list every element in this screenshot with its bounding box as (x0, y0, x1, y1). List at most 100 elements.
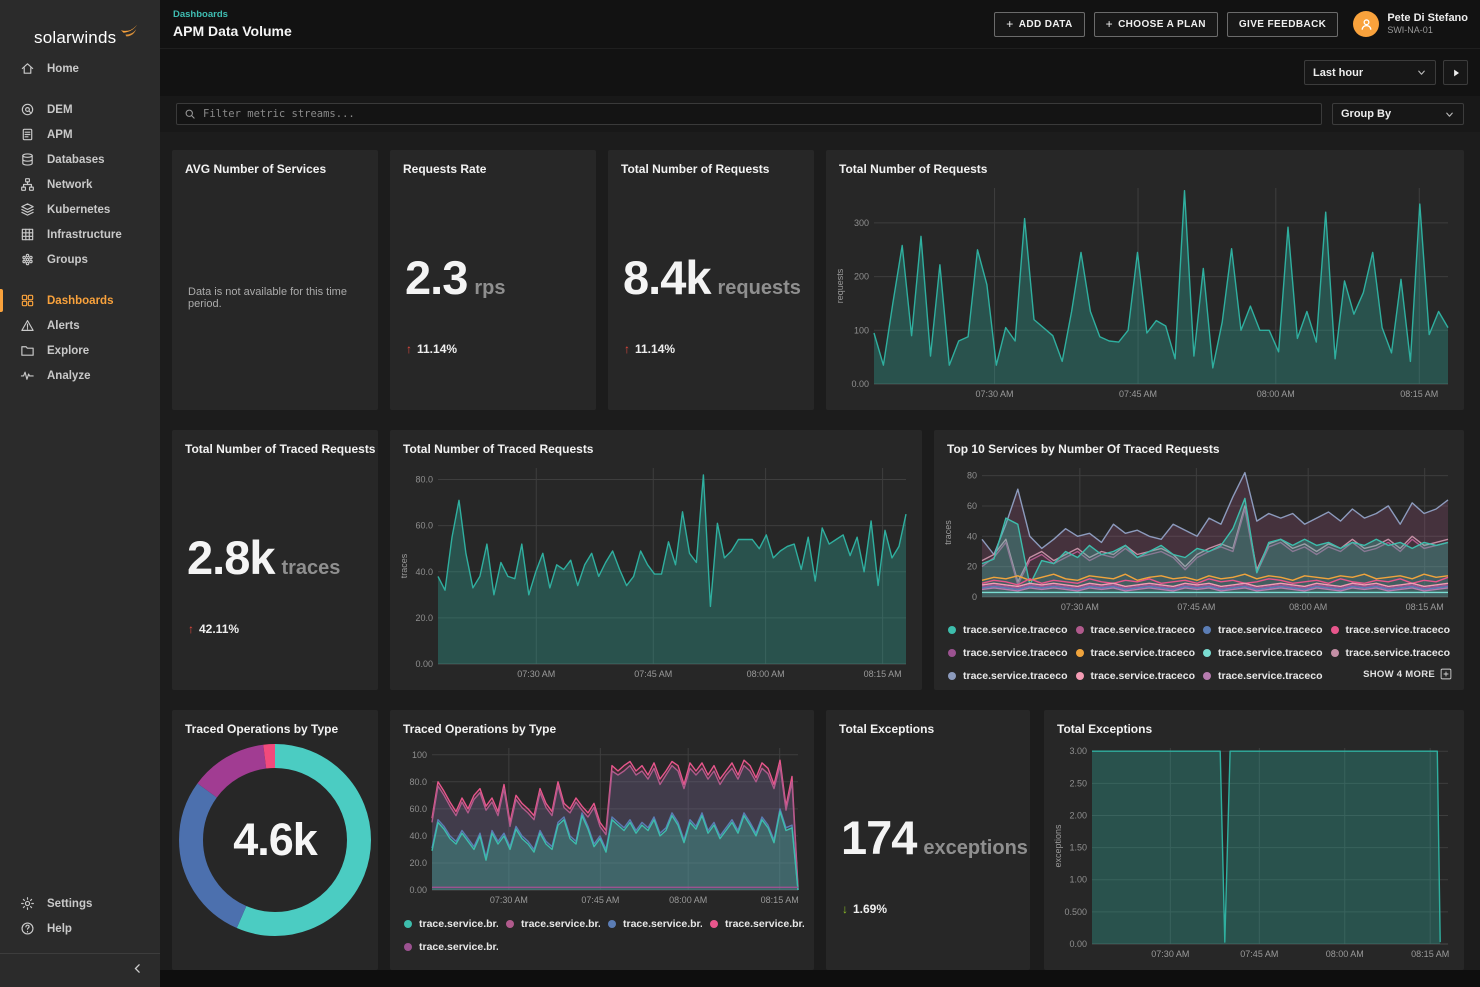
add-data-button[interactable]: + ADD DATA (994, 11, 1085, 37)
sidebar-item-dem[interactable]: DEM (0, 97, 160, 122)
plus-box-icon (1440, 668, 1452, 680)
legend-label: trace.service.br... (419, 940, 498, 953)
sidebar-item-apm[interactable]: APM (0, 122, 160, 147)
choose-a-plan-button[interactable]: + CHOOSE A PLAN (1093, 11, 1218, 37)
svg-text:07:45 AM: 07:45 AM (1119, 389, 1157, 399)
svg-text:20: 20 (967, 562, 977, 572)
button-label: ADD DATA (1018, 18, 1073, 30)
legend-item[interactable]: trace.service.tracecou... (1203, 670, 1323, 682)
sidebar-item-databases[interactable]: Databases (0, 147, 160, 172)
legend-label: trace.service.tracecou... (1218, 669, 1323, 682)
legend-item[interactable]: trace.service.tracecou... (1330, 646, 1451, 659)
show-more-label: SHOW 4 MORE (1363, 668, 1435, 680)
delta-badge: ↑ 11.14% (406, 342, 457, 356)
sidebar-item-kubernetes[interactable]: Kubernetes (0, 197, 160, 222)
svg-text:07:45 AM: 07:45 AM (634, 669, 672, 679)
card-total-traced-requests-chart: Total Number of Traced Requests 0.00 20.0… (390, 430, 922, 690)
user-menu[interactable]: Pete Di Stefano SWI-NA-01 (1353, 11, 1468, 37)
legend-item[interactable]: trace.service.tracecou... (1075, 646, 1196, 659)
time-toolbar: Last hour (160, 48, 1480, 96)
collapse-sidebar-icon[interactable] (131, 962, 144, 980)
card-top10-services-chart: Top 10 Services by Number Of Traced Requ… (934, 430, 1464, 690)
svg-text:07:45 AM: 07:45 AM (1240, 949, 1278, 959)
give-feedback-button[interactable]: GIVE FEEDBACK (1226, 11, 1339, 37)
breadcrumb[interactable]: Dashboards (173, 9, 228, 20)
sidebar-item-alerts[interactable]: Alerts (0, 313, 160, 338)
chevron-down-icon (1418, 70, 1425, 75)
legend-item[interactable]: trace.service.tracecou... (1075, 623, 1196, 636)
groups-icon (20, 252, 36, 268)
card-total-number-of-requests-chart: Total Number of Requests 0.00 100 200 300 07… (826, 150, 1464, 410)
top10-legend: trace.service.tracecou... trace.service.t… (948, 618, 1450, 687)
legend-label: trace.service.tracecou... (1345, 646, 1451, 659)
card-requests-rate: Requests Rate 2.3 rps ↑ 11.14% (390, 150, 596, 410)
search-icon (185, 109, 195, 119)
legend-item[interactable]: trace.service.br... (404, 918, 498, 930)
sidebar-footer: Settings Help (0, 891, 160, 941)
svg-text:07:45 AM: 07:45 AM (581, 895, 619, 905)
legend-color-dot (404, 919, 412, 928)
legend-item[interactable]: trace.service.tracecou... (1075, 670, 1195, 682)
show-more-button[interactable]: SHOW 4 MORE (1363, 668, 1452, 680)
sidebar-item-help[interactable]: Help (0, 916, 160, 941)
sidebar-collapse-row (0, 953, 160, 987)
legend-color-dot (1075, 625, 1084, 634)
group-by-select[interactable]: Group By (1332, 103, 1464, 125)
card-total-traced-requests-stat: Total Number of Traced Requests 2.8k trac… (172, 430, 378, 690)
svg-text:1.00: 1.00 (1069, 875, 1087, 885)
donut-segment[interactable] (179, 744, 371, 936)
legend-label: trace.service.tracecou... (1090, 646, 1196, 659)
legend-color-dot (1203, 671, 1211, 680)
legend-item[interactable]: trace.service.br... (506, 918, 600, 930)
legend-item[interactable]: trace.service.tracecou... (1203, 647, 1323, 659)
traced-requests-chart: 0.00 20.0 40.0 60.0 80.0 07:30 AM 07:45 AM 08:0… (398, 460, 914, 682)
donut-segment[interactable] (179, 744, 371, 936)
svg-text:0.00: 0.00 (1069, 939, 1087, 949)
card-total-exceptions-stat: Total Exceptions 174 exceptions ↓ 1.69% (826, 710, 1030, 970)
sidebar-item-analyze[interactable]: Analyze (0, 363, 160, 388)
sidebar-item-label: Alerts (47, 319, 80, 332)
sidebar-item-groups[interactable]: Groups (0, 247, 160, 272)
legend-item[interactable]: trace.service.br... (710, 918, 804, 930)
sidebar-item-label: APM (47, 128, 73, 141)
sidebar-item-home[interactable]: Home (0, 56, 160, 81)
solarwinds-swirl-icon (121, 24, 138, 37)
traced-operations-chart: 0.00 20.0 40.0 60.0 80.0 100 07:30 AM 07:45 AM 0… (398, 740, 806, 908)
chart-title: Total Number of Requests (839, 162, 988, 176)
sidebar-nav: Home DEM APM Databases Network Kubernetes Infr… (0, 56, 160, 388)
total-requests-chart: 0.00 100 200 300 07:30 AM 07:45 AM 08:00 AM 08:… (834, 180, 1456, 402)
legend-item[interactable]: trace.service.tracecou... (948, 624, 1068, 636)
svg-text:0.00: 0.00 (409, 885, 427, 895)
delta-value: 11.14% (635, 342, 676, 356)
sidebar-item-network[interactable]: Network (0, 172, 160, 197)
stat-unit: exceptions (923, 837, 1028, 859)
sidebar-item-dashboards[interactable]: Dashboards (0, 288, 160, 313)
card-title: Total Number of Traced Requests (185, 442, 376, 456)
sidebar-item-settings[interactable]: Settings (0, 891, 160, 916)
sidebar-item-infrastructure[interactable]: Infrastructure (0, 222, 160, 247)
sidebar-item-label: Explore (47, 344, 90, 357)
legend-item[interactable]: trace.service.tracecou... (948, 647, 1068, 659)
filter-metric-streams-input[interactable] (203, 108, 1314, 120)
legend-color-dot (1330, 625, 1339, 634)
time-range-select[interactable]: Last hour (1304, 60, 1436, 85)
total-exceptions-chart: 0.00 0.500 1.00 1.50 2.00 2.50 3.00 07:30 AM 07:… (1052, 740, 1456, 962)
svg-text:07:30 AM: 07:30 AM (517, 669, 555, 679)
help-icon (20, 921, 36, 937)
page-title: APM Data Volume (173, 23, 292, 39)
person-icon (1361, 18, 1372, 30)
legend-item[interactable]: trace.service.tracecou... (948, 670, 1068, 682)
svg-text:0.500: 0.500 (1064, 907, 1087, 917)
legend-item[interactable]: trace.service.br... (608, 918, 702, 930)
play-button[interactable] (1443, 60, 1468, 85)
apm-icon (20, 127, 36, 143)
legend-color-dot (710, 919, 718, 928)
legend-item[interactable]: trace.service.tracecou... (1203, 624, 1323, 636)
legend-item[interactable]: trace.service.br... (404, 941, 498, 953)
legend-item[interactable]: trace.service.tracecou... (1330, 624, 1450, 636)
chart-title: Total Number of Traced Requests (403, 442, 594, 456)
sidebar-item-explore[interactable]: Explore (0, 338, 160, 363)
solarwinds-logo[interactable]: solarwinds (0, 0, 160, 48)
svg-text:08:00 AM: 08:00 AM (1326, 949, 1364, 959)
legend-label: trace.service.tracecou... (1090, 623, 1196, 636)
